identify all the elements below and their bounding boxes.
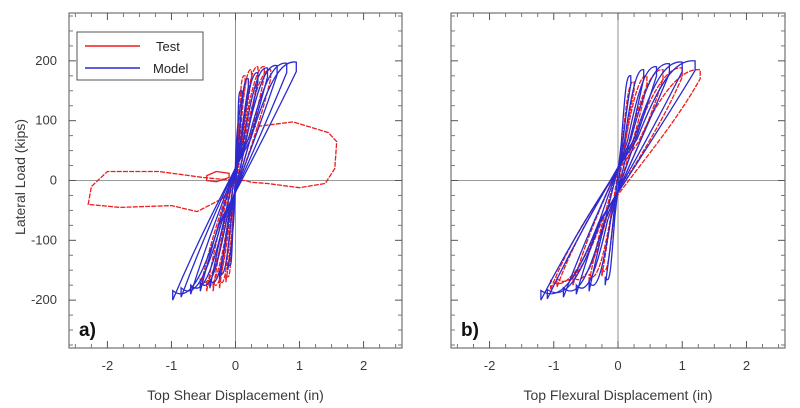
legend-box xyxy=(76,31,204,81)
x-tick-label: -2 xyxy=(102,358,114,373)
panel-a: -2 -1 0 1 2 -200 -100 0 100 200 Top Shear Displace… xyxy=(31,12,403,403)
y-tick-label: -200 xyxy=(31,292,57,307)
panel-label: a) xyxy=(79,320,96,341)
x-tick-label: 0 xyxy=(232,358,239,373)
y-tick-label: 200 xyxy=(35,53,57,68)
x-tick-label: 1 xyxy=(296,358,303,373)
x-tick-label: 2 xyxy=(360,358,367,373)
x-tick-label: -1 xyxy=(548,358,560,373)
y-tick-label: -100 xyxy=(31,232,57,247)
hysteresis-loop-1 xyxy=(604,75,632,286)
series-test xyxy=(87,66,338,292)
panel-b: -2 -1 0 1 2 Top Flexural Displacement (in) b) xyxy=(450,12,786,403)
hysteresis-loop-2 xyxy=(218,78,249,280)
legend-label-model: Model xyxy=(153,61,189,76)
x-tick-label: -1 xyxy=(166,358,178,373)
x-tick-label: 0 xyxy=(614,358,621,373)
y-tick-label: 100 xyxy=(35,113,57,128)
hysteresis-loop-6 xyxy=(540,60,696,301)
x-tick-label: 2 xyxy=(743,358,750,373)
legend: Test Model xyxy=(76,31,204,81)
y-axis-label: Lateral Load (kips) xyxy=(12,119,28,235)
x-axis-label: Top Flexural Displacement (in) xyxy=(523,387,712,403)
hysteresis-loop-4 xyxy=(199,67,269,292)
hysteresis-loop-4 xyxy=(562,63,671,298)
x-axis-label: Top Shear Displacement (in) xyxy=(147,387,324,403)
legend-label-test: Test xyxy=(156,39,180,54)
hysteresis-loop-3 xyxy=(209,72,259,289)
panel-label: b) xyxy=(461,320,479,341)
small-loop xyxy=(206,170,230,183)
excursion-loop xyxy=(87,121,338,213)
y-tick-label: 0 xyxy=(50,173,57,188)
series-model xyxy=(540,60,696,301)
hysteresis-loop-6 xyxy=(180,62,288,298)
x-tick-label: 1 xyxy=(679,358,686,373)
x-tick-label: -2 xyxy=(484,358,496,373)
hysteresis-loop-7 xyxy=(172,61,297,301)
hysteresis-loop-3 xyxy=(575,66,658,295)
series-model xyxy=(172,61,297,301)
